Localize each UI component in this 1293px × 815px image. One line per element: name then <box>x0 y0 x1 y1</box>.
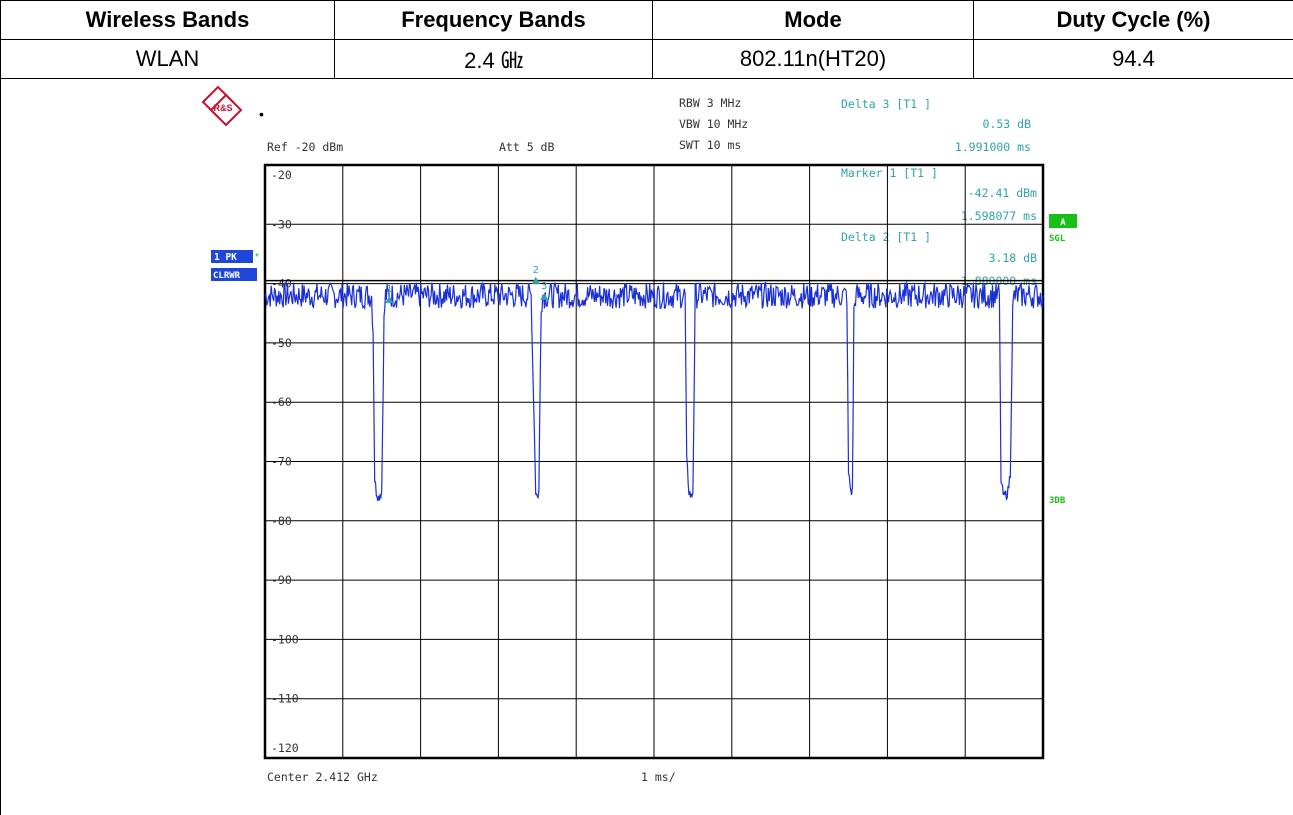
center-frequency: Center 2.412 GHz <box>267 770 378 784</box>
delta2-title: Delta 2 [T1 ] <box>841 230 931 244</box>
delta3-time: 1.991000 ms <box>955 140 1031 154</box>
delta3-title: Delta 3 [T1 ] <box>841 97 931 111</box>
y-tick-label: -60 <box>271 395 292 409</box>
cell-frequency-band: 2.4 ㎓ <box>334 39 653 79</box>
y-tick-label: -80 <box>271 514 292 528</box>
header-wireless-bands: Wireless Bands <box>0 0 335 40</box>
cell-duty-cycle: 94.4 <box>973 39 1293 79</box>
vbw-setting: VBW 10 MHz <box>679 117 748 131</box>
side-3db-label: 3DB <box>1049 496 1066 506</box>
marker-3-symbol <box>540 292 549 300</box>
y-tick-label: -110 <box>271 692 299 706</box>
y-tick-label: -70 <box>271 455 292 469</box>
y-tick-label: -100 <box>271 632 299 646</box>
cell-wireless-band: WLAN <box>0 39 335 79</box>
header-duty-cycle: Duty Cycle (%) <box>973 0 1293 40</box>
delta3-value: 0.53 dB <box>983 117 1032 131</box>
marker-1-symbol <box>385 295 394 303</box>
side-a-bg <box>1049 214 1077 228</box>
y-tick-label: -20 <box>271 168 292 182</box>
plot-frame <box>263 163 1045 760</box>
info-table-row: WLAN 2.4 ㎓ 802.11n(HT20) 94.4 <box>0 39 1293 79</box>
rs-logo-text: R&S <box>213 103 232 113</box>
info-table-header-row: Wireless Bands Frequency Bands Mode Duty… <box>0 0 1293 40</box>
marker-2-symbol <box>531 276 540 284</box>
marker1-title: Marker 1 [T1 ] <box>841 166 938 180</box>
delta2-value: 3.18 dB <box>989 251 1038 265</box>
logo-dot: • <box>259 106 264 122</box>
trace-label-bg-1 <box>211 250 253 263</box>
span-per-division: 1 ms/ <box>641 770 676 784</box>
y-tick-label: -30 <box>271 217 292 231</box>
trace-label-bg-2 <box>211 268 257 281</box>
rs-logo-icon: R&S <box>201 85 243 127</box>
analyzer-frame: R&S • Ref -20 dBm Att 5 dB RBW 3 MHz VBW… <box>0 77 1292 815</box>
trace-label-pk: 1 PK <box>214 252 237 263</box>
header-mode: Mode <box>652 0 974 40</box>
header-frequency-bands: Frequency Bands <box>334 0 653 40</box>
swt-setting: SWT 10 ms <box>679 138 741 152</box>
attenuation: Att 5 dB <box>499 140 554 154</box>
info-table: Wireless Bands Frequency Bands Mode Duty… <box>0 0 1293 79</box>
marker1-time: 1.598077 ms <box>961 209 1037 223</box>
side-sgl-label: SGL <box>1049 234 1066 244</box>
marker-1-label: 1 <box>386 284 392 295</box>
trace-star: * <box>255 252 259 263</box>
rbw-setting: RBW 3 MHz <box>679 96 741 110</box>
ref-level: Ref -20 dBm <box>267 140 343 154</box>
y-tick-label: -120 <box>271 741 299 755</box>
side-a-label: A <box>1060 218 1066 228</box>
y-tick-label: -50 <box>271 336 292 350</box>
cell-mode: 802.11n(HT20) <box>652 39 974 79</box>
marker1-value: -42.41 dBm <box>968 186 1037 200</box>
marker-2-label: 2 <box>533 265 539 276</box>
trace-1-pk <box>264 280 1044 502</box>
y-tick-label: -90 <box>271 573 292 587</box>
trace-label-clrwr: CLRWR <box>213 271 241 281</box>
marker-3-label: 3 <box>541 281 547 292</box>
spectrum-analyzer-plot: R&S • Ref -20 dBm Att 5 dB RBW 3 MHz VBW… <box>201 85 1077 784</box>
